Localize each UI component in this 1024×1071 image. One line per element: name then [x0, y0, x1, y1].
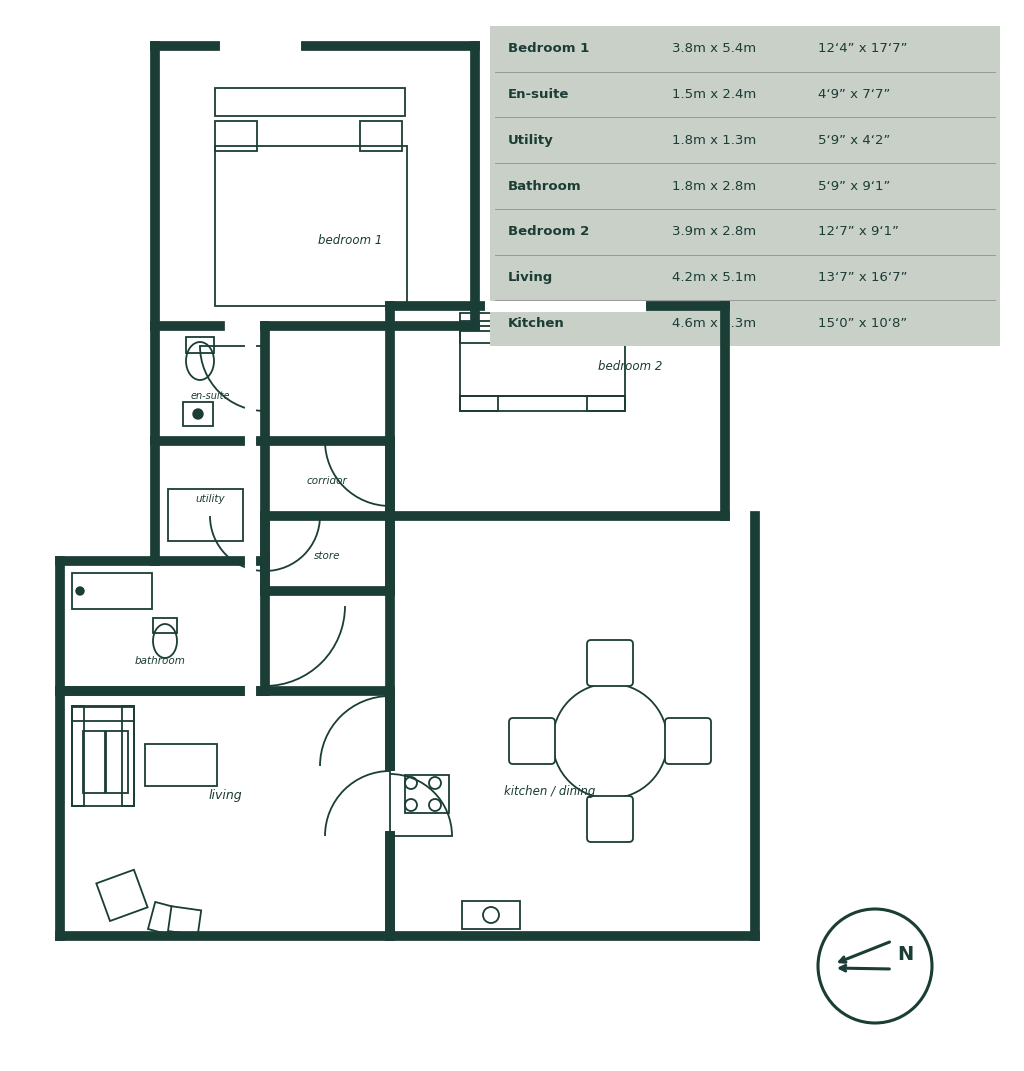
FancyBboxPatch shape: [665, 718, 711, 764]
Bar: [186, 337, 214, 353]
FancyBboxPatch shape: [587, 640, 633, 687]
Bar: [168, 489, 243, 541]
Bar: [168, 906, 201, 935]
Text: 1.8m x 2.8m: 1.8m x 2.8m: [672, 180, 756, 193]
Text: utility: utility: [196, 494, 225, 504]
Bar: [153, 618, 177, 633]
Text: 4.6m x 3.3m: 4.6m x 3.3m: [672, 317, 756, 330]
Text: Utility: Utility: [508, 134, 554, 147]
Text: bathroom: bathroom: [134, 657, 185, 666]
Bar: [360, 121, 402, 151]
Text: Kitchen: Kitchen: [508, 317, 565, 330]
Circle shape: [76, 587, 84, 595]
Bar: [183, 402, 213, 426]
Text: en-suite: en-suite: [190, 391, 229, 401]
Bar: [72, 573, 152, 609]
Text: 13‘7” x 16‘7”: 13‘7” x 16‘7”: [818, 271, 907, 284]
Text: 15‘0” x 10‘8”: 15‘0” x 10‘8”: [818, 317, 907, 330]
Text: living: living: [208, 789, 242, 802]
Bar: [148, 902, 188, 938]
Text: 4‘9” x 7‘7”: 4‘9” x 7‘7”: [818, 88, 891, 101]
Text: 12‘7” x 9‘1”: 12‘7” x 9‘1”: [818, 225, 899, 238]
Text: 1.5m x 2.4m: 1.5m x 2.4m: [672, 88, 757, 101]
Text: 5‘9” x 4‘2”: 5‘9” x 4‘2”: [818, 134, 891, 147]
FancyBboxPatch shape: [509, 718, 555, 764]
Text: 4.2m x 5.1m: 4.2m x 5.1m: [672, 271, 757, 284]
Bar: [106, 731, 128, 793]
Bar: [587, 396, 625, 411]
Bar: [460, 313, 625, 326]
Bar: [460, 396, 498, 411]
FancyBboxPatch shape: [587, 796, 633, 842]
Text: 5‘9” x 9‘1”: 5‘9” x 9‘1”: [818, 180, 891, 193]
Bar: [215, 88, 406, 116]
Bar: [587, 321, 625, 343]
Bar: [72, 706, 84, 806]
Bar: [122, 706, 134, 806]
Bar: [96, 870, 147, 921]
Bar: [83, 731, 105, 793]
Bar: [406, 775, 449, 813]
Text: 3.8m x 5.4m: 3.8m x 5.4m: [672, 43, 756, 56]
Bar: [72, 707, 134, 721]
Text: En-suite: En-suite: [508, 88, 569, 101]
Text: 1.8m x 1.3m: 1.8m x 1.3m: [672, 134, 757, 147]
Text: Bedroom 1: Bedroom 1: [508, 43, 589, 56]
Bar: [72, 706, 134, 806]
Text: 12‘4” x 17‘7”: 12‘4” x 17‘7”: [818, 43, 907, 56]
Text: Bedroom 2: Bedroom 2: [508, 225, 589, 238]
Bar: [490, 26, 1000, 346]
Text: 3.9m x 2.8m: 3.9m x 2.8m: [672, 225, 756, 238]
Text: kitchen / dining: kitchen / dining: [504, 784, 596, 798]
Bar: [460, 331, 625, 396]
Text: Bathroom: Bathroom: [508, 180, 582, 193]
Bar: [460, 321, 498, 343]
Text: N: N: [897, 945, 913, 964]
Bar: [462, 901, 520, 929]
Circle shape: [193, 409, 203, 419]
Bar: [145, 744, 217, 786]
Text: bedroom 2: bedroom 2: [598, 360, 663, 373]
Bar: [215, 121, 257, 151]
Bar: [215, 146, 407, 306]
Text: store: store: [313, 550, 340, 561]
Text: bedroom 1: bedroom 1: [317, 235, 382, 247]
Bar: [460, 396, 625, 411]
Text: corridor: corridor: [306, 476, 347, 486]
Text: Living: Living: [508, 271, 553, 284]
